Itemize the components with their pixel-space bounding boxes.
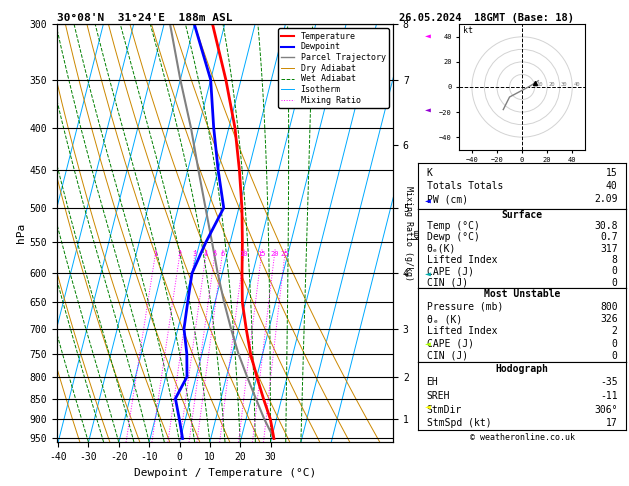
Text: K: K [426,168,433,178]
Text: 2.09: 2.09 [594,194,618,204]
Text: CAPE (J): CAPE (J) [426,339,474,348]
X-axis label: Dewpoint / Temperature (°C): Dewpoint / Temperature (°C) [134,468,316,478]
Text: 30.8: 30.8 [594,221,618,231]
Text: 0: 0 [611,351,618,361]
Text: 10: 10 [536,82,542,87]
Text: 30: 30 [561,82,567,87]
Text: Dewp (°C): Dewp (°C) [426,232,479,243]
Text: 15: 15 [257,251,265,257]
Text: 40: 40 [606,181,618,191]
Y-axis label: km
ASL: km ASL [411,225,433,242]
Text: 800: 800 [600,302,618,312]
Text: 15: 15 [606,168,618,178]
Text: StmSpd (kt): StmSpd (kt) [426,418,491,428]
Text: 4: 4 [204,251,208,257]
Text: 30°08'N  31°24'E  188m ASL: 30°08'N 31°24'E 188m ASL [57,13,232,23]
Text: CAPE (J): CAPE (J) [426,266,474,277]
Text: 25: 25 [281,251,289,257]
Text: ◄: ◄ [425,195,431,206]
Text: PW (cm): PW (cm) [426,194,468,204]
Text: StmDir: StmDir [426,405,462,415]
Text: -11: -11 [600,391,618,401]
Text: 20: 20 [548,82,555,87]
Text: -35: -35 [600,378,618,387]
Text: 6: 6 [220,251,225,257]
Text: 2: 2 [177,251,182,257]
Text: CIN (J): CIN (J) [426,278,468,288]
Text: Mixing Ratio (g/kg): Mixing Ratio (g/kg) [404,186,413,281]
Text: ◄: ◄ [425,268,431,278]
Text: 3: 3 [192,251,197,257]
Text: ◄: ◄ [425,402,431,412]
Text: θₑ(K): θₑ(K) [426,243,456,254]
Text: 2: 2 [611,326,618,336]
Text: 0: 0 [611,266,618,277]
Text: ◄: ◄ [425,104,431,114]
Legend: Temperature, Dewpoint, Parcel Trajectory, Dry Adiabat, Wet Adiabat, Isotherm, Mi: Temperature, Dewpoint, Parcel Trajectory… [278,29,389,108]
Text: θₑ (K): θₑ (K) [426,314,462,324]
Text: Most Unstable: Most Unstable [484,290,560,299]
Text: EH: EH [426,378,438,387]
Text: 326: 326 [600,314,618,324]
Text: 1: 1 [153,251,157,257]
Text: Lifted Index: Lifted Index [426,255,497,265]
Text: 5: 5 [213,251,217,257]
Text: kt: kt [463,26,473,35]
Text: Lifted Index: Lifted Index [426,326,497,336]
Text: 20: 20 [270,251,279,257]
Text: 317: 317 [600,243,618,254]
Text: 26.05.2024  18GMT (Base: 18): 26.05.2024 18GMT (Base: 18) [399,13,574,23]
Text: SREH: SREH [426,391,450,401]
Text: © weatheronline.co.uk: © weatheronline.co.uk [470,433,574,442]
Text: Pressure (mb): Pressure (mb) [426,302,503,312]
Text: Surface: Surface [501,210,543,220]
Text: 0: 0 [611,339,618,348]
Text: 10: 10 [240,251,248,257]
Text: Totals Totals: Totals Totals [426,181,503,191]
Text: 306°: 306° [594,405,618,415]
Y-axis label: hPa: hPa [16,223,26,243]
Text: Hodograph: Hodograph [496,364,548,374]
Text: CIN (J): CIN (J) [426,351,468,361]
Text: 8: 8 [611,255,618,265]
Text: 0.7: 0.7 [600,232,618,243]
Text: ◄: ◄ [425,339,431,349]
Text: 17: 17 [606,418,618,428]
Text: 0: 0 [611,278,618,288]
Text: 40: 40 [574,82,580,87]
Text: ◄: ◄ [425,31,431,41]
Text: Temp (°C): Temp (°C) [426,221,479,231]
